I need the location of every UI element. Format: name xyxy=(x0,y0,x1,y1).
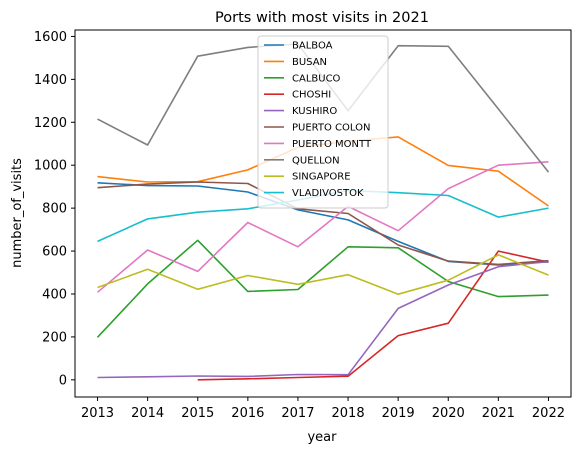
legend-label: BALBOA xyxy=(292,41,333,52)
y-tick-label: 200 xyxy=(42,330,67,345)
y-tick-label: 1400 xyxy=(34,73,67,88)
y-tick-label: 600 xyxy=(42,245,67,260)
y-tick-label: 1000 xyxy=(34,159,67,174)
x-tick-label: 2015 xyxy=(181,406,214,421)
x-tick-label: 2021 xyxy=(482,406,515,421)
x-tick-label: 2018 xyxy=(332,406,365,421)
x-axis-label: year xyxy=(307,430,337,445)
x-tick-label: 2014 xyxy=(131,406,164,421)
y-tick-label: 0 xyxy=(59,373,67,388)
y-tick-label: 1600 xyxy=(34,30,67,45)
x-tick-label: 2022 xyxy=(532,406,565,421)
legend-label: SINGAPORE xyxy=(292,172,351,183)
legend-label: PUERTO COLON xyxy=(292,123,370,134)
legend-label: PUERTO MONTT xyxy=(292,139,372,150)
y-tick-label: 400 xyxy=(42,287,67,302)
chart-title: Ports with most visits in 2021 xyxy=(215,10,429,26)
legend-label: QUELLON xyxy=(292,155,340,166)
legend-label: BUSAN xyxy=(292,57,327,68)
y-axis-label: number_of_visits xyxy=(10,158,25,268)
x-tick-label: 2019 xyxy=(382,406,415,421)
x-tick-label: 2017 xyxy=(281,406,314,421)
x-tick-label: 2020 xyxy=(432,406,465,421)
x-tick-label: 2013 xyxy=(81,406,114,421)
legend: BALBOA BUSAN CALBUCO CHOSHI KUSHIRO PUERTO CO… xyxy=(258,36,388,208)
y-tick-label: 800 xyxy=(42,202,67,217)
legend-label: VLADIVOSTOK xyxy=(292,188,364,199)
legend-label: CHOSHI xyxy=(292,90,331,101)
legend-label: CALBUCO xyxy=(292,73,341,84)
x-tick-label: 2016 xyxy=(231,406,264,421)
legend-label: KUSHIRO xyxy=(292,106,337,117)
y-tick-label: 1200 xyxy=(34,116,67,131)
